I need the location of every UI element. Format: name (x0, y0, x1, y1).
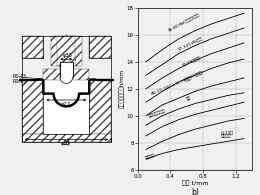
Bar (89, 36, 111, 58)
Text: b): b) (191, 188, 199, 195)
Bar (60, 62, 73, 77)
Bar (43, 69, 60, 80)
X-axis label: 板厚 t/mm: 板厚 t/mm (182, 180, 208, 186)
Bar (57, 36, 75, 66)
Text: 17-12CrNi钉板: 17-12CrNi钉板 (177, 35, 203, 51)
Text: a): a) (62, 137, 70, 146)
Bar (89, 80, 111, 134)
Text: 72/28黄锐板: 72/28黄锐板 (181, 55, 201, 67)
Bar (73, 69, 89, 80)
Text: 18-8CrNi(不锈钉)钉板: 18-8CrNi(不锈钉)钉板 (167, 12, 200, 32)
Text: φ27: φ27 (61, 102, 71, 107)
Bar (43, 78, 89, 134)
Text: Cr13鑉
深拉鑉板: Cr13鑉 深拉鑉板 (221, 130, 234, 139)
Text: φ33: φ33 (63, 53, 73, 58)
Bar (19, 79, 37, 81)
Text: φ55: φ55 (61, 141, 71, 146)
Text: 钉板: 钉板 (185, 95, 192, 101)
Text: φ20: φ20 (65, 69, 75, 74)
Bar (51, 36, 82, 66)
Bar (96, 79, 113, 81)
Text: 普通鑉板: 普通鑉板 (145, 153, 156, 160)
Polygon shape (60, 77, 73, 83)
Y-axis label: 艾利克森试验値h/mm: 艾利克森试验値h/mm (120, 69, 125, 108)
Text: 63/37黄锐板: 63/37黄锐板 (184, 69, 204, 81)
Bar (22, 36, 43, 58)
Bar (57, 36, 75, 66)
Bar (22, 134, 111, 142)
Text: 汽车车体用钉板: 汽车车体用钉板 (148, 109, 167, 118)
Bar (60, 62, 73, 77)
Text: R0.75: R0.75 (13, 79, 27, 84)
Text: R0.75: R0.75 (13, 74, 27, 79)
Text: A0-15-25Cu,Si,75铝板: A0-15-25Cu,Si,75铝板 (151, 75, 193, 96)
Bar (22, 80, 43, 134)
